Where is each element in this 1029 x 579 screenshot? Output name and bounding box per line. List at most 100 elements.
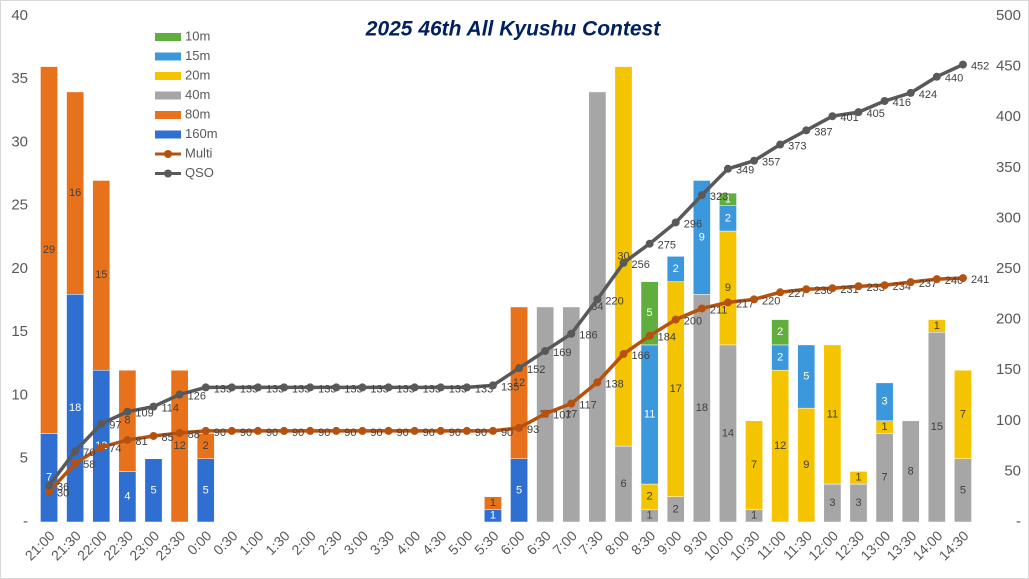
bar-value-label: 7 <box>751 459 757 471</box>
bar-value-label: 3 <box>855 497 861 509</box>
line-point <box>45 481 54 490</box>
line-point <box>462 426 471 435</box>
line-point <box>932 275 941 284</box>
line-point <box>854 108 863 117</box>
y-tick-label: 10 <box>11 386 28 403</box>
bar-value-label: 1 <box>490 510 496 522</box>
y2-tick-label: 200 <box>996 311 1021 328</box>
line-point <box>149 431 158 440</box>
line-value-label: 133 <box>292 383 310 395</box>
line-point <box>854 282 863 291</box>
line-value-label: 90 <box>214 427 226 439</box>
line-value-label: 90 <box>266 427 278 439</box>
line-point <box>280 383 289 392</box>
y-tick-label: 35 <box>11 70 28 87</box>
bar-value-label: 1 <box>751 510 757 522</box>
line-value-label: 169 <box>553 347 571 359</box>
line-value-label: 74 <box>109 443 121 455</box>
line-value-label: 133 <box>397 383 415 395</box>
bar-value-label: 15 <box>95 269 107 281</box>
line-point <box>71 447 80 456</box>
line-point <box>671 218 680 227</box>
line-point <box>723 298 732 307</box>
bar-segment <box>692 180 711 295</box>
bar-value-label: 7 <box>46 472 52 484</box>
line-point <box>306 383 315 392</box>
bar-segment <box>562 306 581 523</box>
bar-value-label: 1 <box>882 421 888 433</box>
legend-swatch <box>155 52 181 61</box>
line-value-label: 349 <box>736 165 754 177</box>
bar-segment <box>484 496 502 510</box>
line-value-label: 405 <box>867 108 885 120</box>
y-tick-label: 20 <box>11 260 28 277</box>
bar-segment <box>719 192 737 207</box>
line-value-label: 90 <box>423 427 435 439</box>
y-tick-label: 30 <box>11 133 28 150</box>
line-value-label: 133 <box>214 383 232 395</box>
bar-value-label: 18 <box>696 402 708 414</box>
y-tick-label: 40 <box>11 7 28 24</box>
line-value-label: 234 <box>893 281 911 293</box>
y-tick-label: 25 <box>11 197 28 214</box>
legend-label: 160m <box>185 126 218 141</box>
line-point <box>123 407 132 416</box>
line-value-label: 373 <box>788 140 806 152</box>
line-value-label: 133 <box>423 383 441 395</box>
line-value-label: 70 <box>83 447 95 459</box>
y2-tick-label: 150 <box>996 361 1021 378</box>
line-point <box>776 288 785 297</box>
line-point <box>958 274 967 283</box>
line-value-label: 90 <box>370 427 382 439</box>
line-value-label: 256 <box>632 259 650 271</box>
y2-tick-label: 50 <box>1004 462 1021 479</box>
legend-label: 80m <box>185 106 210 121</box>
bar-value-label: 9 <box>699 231 705 243</box>
line-value-label: 97 <box>109 420 121 432</box>
bar-segment <box>40 66 58 434</box>
legend-swatch <box>155 130 181 139</box>
line-series <box>47 62 964 487</box>
line-point <box>201 426 210 435</box>
line-point <box>253 383 262 392</box>
bar-value-label: 8 <box>124 415 130 427</box>
bar-value-label: 12 <box>774 440 786 452</box>
line-value-label: 387 <box>814 126 832 138</box>
legend-label: 20m <box>185 67 210 82</box>
line-point <box>436 383 445 392</box>
line-point <box>201 383 210 392</box>
y2-tick-label: 350 <box>996 159 1021 176</box>
line-value-label: 200 <box>684 316 702 328</box>
legend-swatch <box>164 150 172 158</box>
y2-tick-label: 450 <box>996 58 1021 75</box>
bar-segment <box>927 319 946 333</box>
line-point <box>567 329 576 338</box>
line-value-label: 90 <box>344 427 356 439</box>
line-point <box>306 426 315 435</box>
line-value-label: 233 <box>867 282 885 294</box>
bar-value-label: 5 <box>203 484 209 496</box>
line-value-label: 241 <box>971 274 989 286</box>
line-value-label: 133 <box>344 383 362 395</box>
line-point <box>750 156 759 165</box>
line-value-label: 90 <box>475 427 487 439</box>
chart-title: 2025 46th All Kyushu Contest <box>365 18 661 41</box>
bar-value-label: 14 <box>722 427 734 439</box>
bar-segment <box>144 458 163 523</box>
line-value-label: 211 <box>710 304 728 316</box>
line-point <box>227 426 236 435</box>
line-point <box>802 285 811 294</box>
line-value-label: 90 <box>318 427 330 439</box>
bar-value-label: 2 <box>673 503 679 515</box>
line-value-label: 90 <box>501 427 513 439</box>
bar-segment <box>640 281 659 346</box>
bar-value-label: 18 <box>69 402 81 414</box>
line-value-label: 126 <box>188 390 206 402</box>
line-value-label: 230 <box>814 285 832 297</box>
line-point <box>410 426 419 435</box>
line-value-label: 88 <box>188 429 200 441</box>
line-value-label: 275 <box>658 240 676 252</box>
bar-value-label: 5 <box>150 484 156 496</box>
line-value-label: 133 <box>475 383 493 395</box>
